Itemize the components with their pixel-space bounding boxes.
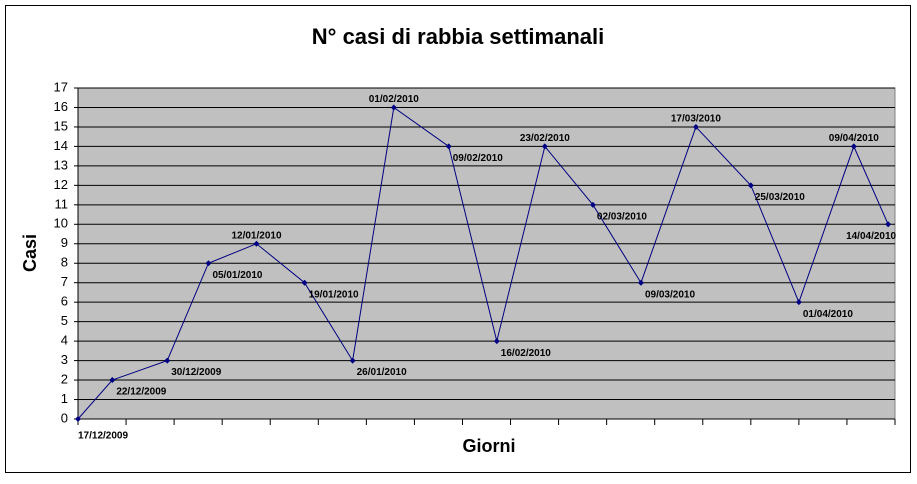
y-tick-label: 6	[61, 294, 68, 309]
y-axis-label: Casi	[20, 234, 40, 272]
data-point	[164, 357, 171, 364]
data-label: 09/02/2010	[453, 153, 503, 164]
data-point	[692, 123, 699, 130]
data-point	[75, 416, 81, 422]
data-point	[390, 104, 397, 111]
data-label: 01/02/2010	[369, 94, 419, 105]
data-point	[885, 221, 892, 228]
x-axis-label: Giorni	[463, 436, 516, 456]
data-point	[349, 357, 356, 364]
data-point	[795, 299, 802, 306]
data-point	[850, 143, 857, 150]
y-tick-label: 5	[61, 313, 68, 328]
data-point	[747, 182, 754, 189]
data-point	[493, 338, 500, 345]
data-label: 09/03/2010	[645, 289, 695, 300]
data-label: 25/03/2010	[755, 192, 805, 203]
y-tick-label: 10	[54, 216, 68, 231]
y-tick-label: 17	[54, 79, 68, 94]
data-label: 23/02/2010	[520, 133, 570, 144]
data-label: 17/03/2010	[671, 114, 721, 125]
data-label: 26/01/2010	[357, 367, 407, 378]
data-label: 05/01/2010	[212, 270, 262, 281]
x-tick-label: 17/12/2009	[78, 431, 128, 442]
data-point	[205, 260, 212, 267]
y-tick-label: 13	[54, 157, 68, 172]
data-point	[445, 143, 452, 150]
chart-title: N° casi di rabbia settimanali	[312, 24, 604, 49]
series-line	[77, 106, 889, 420]
data-point	[301, 279, 308, 286]
data-point	[109, 377, 116, 384]
data-label: 09/04/2010	[829, 133, 879, 144]
data-label: 14/04/2010	[846, 231, 896, 242]
data-label: 12/01/2010	[231, 230, 281, 241]
y-tick-label: 3	[61, 352, 68, 367]
y-tick-label: 8	[61, 255, 68, 270]
data-point	[589, 201, 596, 208]
y-tick-label: 0	[61, 410, 68, 425]
y-tick-label: 7	[61, 274, 68, 289]
y-tick-label: 15	[54, 118, 68, 133]
data-label: 19/01/2010	[309, 289, 359, 300]
data-label: 02/03/2010	[597, 211, 647, 222]
data-point	[637, 279, 644, 286]
plot-area	[77, 87, 896, 420]
y-tick-label: 9	[61, 235, 68, 250]
y-tick-label: 2	[61, 371, 68, 386]
data-label: 16/02/2010	[501, 348, 551, 359]
y-tick-label: 11	[55, 196, 69, 211]
data-label: 30/12/2009	[171, 367, 221, 378]
y-tick-label: 16	[54, 99, 68, 114]
data-point	[541, 143, 548, 150]
data-label: 01/04/2010	[803, 309, 853, 320]
data-label: 22/12/2009	[116, 387, 166, 398]
y-tick-label: 14	[54, 138, 68, 153]
y-tick-label: 4	[61, 333, 68, 348]
y-tick-label: 1	[61, 391, 68, 406]
y-tick-label: 12	[54, 177, 68, 192]
data-point	[253, 240, 260, 247]
